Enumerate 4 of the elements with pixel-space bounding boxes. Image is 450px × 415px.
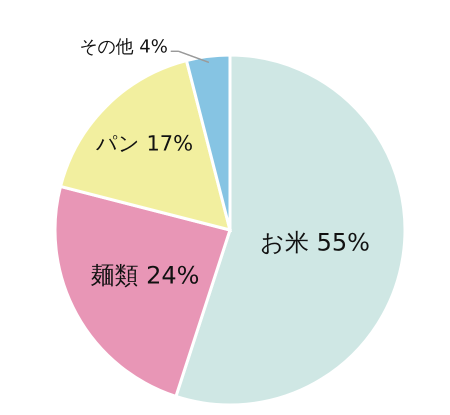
slice-label: 麺類 24%	[90, 262, 200, 290]
slice-label: パン 17%	[94, 131, 194, 156]
slice-label: その他 4%	[80, 36, 168, 58]
slice-label: お米 55%	[260, 228, 370, 256]
